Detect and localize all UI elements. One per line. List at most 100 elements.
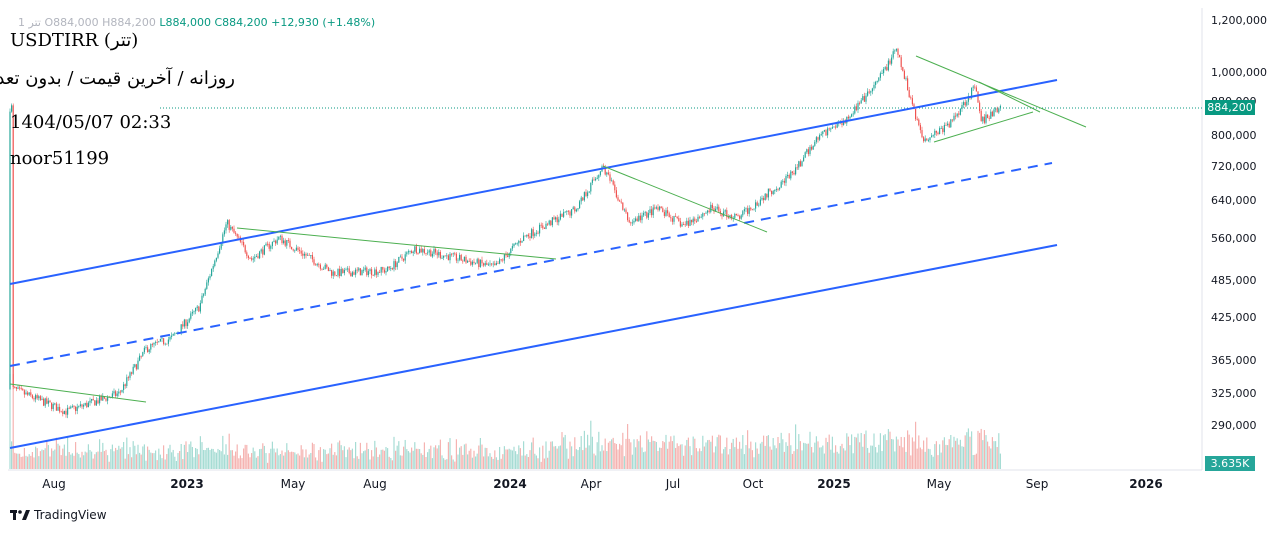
volume-bar	[555, 446, 557, 469]
candle-body	[417, 253, 419, 254]
volume-bar	[92, 458, 94, 469]
volume-bar	[68, 452, 70, 469]
volume-bar	[644, 451, 646, 469]
candle-body	[710, 204, 712, 212]
candle-body	[334, 271, 336, 276]
candle-body	[931, 135, 933, 138]
candle-body	[211, 268, 213, 276]
volume-bar	[907, 430, 909, 469]
volume-bar	[25, 455, 27, 469]
volume-bar	[291, 451, 293, 469]
volume-bar	[180, 443, 182, 469]
candle-body	[297, 247, 299, 250]
candle-body	[265, 243, 267, 246]
volume-bar	[715, 446, 717, 469]
volume-bar	[203, 449, 205, 469]
candle-body	[68, 407, 70, 409]
trendline-4[interactable]	[915, 55, 1087, 128]
volume-bar	[190, 441, 192, 469]
candle-body	[470, 261, 472, 265]
candle-body	[812, 145, 814, 150]
volume-bar	[711, 435, 713, 469]
trendline-3[interactable]	[602, 165, 768, 233]
volume-bar	[867, 447, 869, 469]
volume-bar	[823, 453, 825, 469]
candle-body	[427, 252, 429, 254]
candle-body	[62, 411, 64, 415]
volume-bar	[548, 450, 550, 469]
candle-body	[558, 219, 560, 223]
candle-body	[667, 210, 669, 214]
candle-body	[959, 108, 961, 115]
volume-bar	[153, 453, 155, 469]
volume-bar	[750, 441, 752, 469]
candle-body	[476, 259, 478, 263]
candle-body	[300, 250, 302, 254]
trendline-6[interactable]	[933, 111, 1034, 143]
volume-bar	[663, 442, 665, 469]
candle-body	[326, 264, 328, 268]
volume-bar	[851, 434, 853, 469]
trendline-2[interactable]	[236, 227, 557, 260]
candle-body	[902, 67, 904, 71]
volume-bar	[839, 446, 841, 469]
candle-body	[452, 253, 454, 255]
volume-bar	[356, 456, 358, 469]
candle-body	[851, 114, 853, 117]
volume-bar	[977, 430, 979, 469]
volume-bar	[955, 440, 957, 469]
candle-body	[107, 396, 109, 401]
volume-bar	[550, 441, 552, 469]
candle-body	[262, 249, 264, 255]
tradingview-logo[interactable]: TradingView	[10, 508, 107, 522]
channel-middle-line[interactable]	[9, 162, 1053, 367]
volume-bar	[980, 428, 982, 469]
volume-bar	[612, 437, 614, 469]
volume-bar	[686, 439, 688, 469]
volume-bar	[889, 431, 891, 469]
channel-upper-line[interactable]	[9, 79, 1058, 285]
candle-body	[550, 220, 552, 226]
volume-bar	[521, 455, 523, 469]
candle-body	[148, 349, 150, 353]
volume-bar	[137, 444, 139, 469]
volume-bar	[161, 458, 163, 469]
trendline-1[interactable]	[9, 383, 147, 403]
volume-bar	[812, 452, 814, 469]
volume-bar	[751, 450, 753, 469]
candle-body	[263, 245, 265, 255]
candle-body	[278, 236, 280, 240]
volume-bar	[350, 450, 352, 469]
volume-bar	[65, 455, 67, 469]
candle-body	[923, 137, 925, 142]
volume-bar	[799, 441, 801, 469]
candle-body	[275, 240, 277, 244]
candle-body	[545, 223, 547, 229]
volume-bar	[667, 448, 669, 469]
candle-body	[36, 395, 38, 399]
volume-bar	[747, 430, 749, 469]
volume-bar	[183, 444, 185, 469]
candle-body	[819, 135, 821, 140]
volume-bar	[719, 435, 721, 469]
volume-bar	[75, 442, 77, 469]
volume-bar	[276, 448, 278, 469]
candle-body	[774, 189, 776, 192]
candle-body	[137, 360, 139, 370]
candle-body	[225, 224, 227, 231]
volume-bar	[951, 447, 953, 469]
volume-bar	[601, 445, 603, 469]
channel-lower-line[interactable]	[9, 244, 1058, 449]
candle-body	[467, 260, 469, 263]
volume-bar	[825, 437, 827, 469]
drawing-tools[interactable]	[9, 55, 1087, 449]
volume-bar	[643, 452, 645, 469]
volume-bar	[894, 451, 896, 469]
volume-bar	[924, 451, 926, 469]
volume-bar	[367, 449, 369, 469]
trendline-5[interactable]	[978, 81, 1041, 113]
volume-bar	[571, 446, 573, 469]
volume-bar	[660, 447, 662, 469]
candle-body	[825, 130, 827, 136]
